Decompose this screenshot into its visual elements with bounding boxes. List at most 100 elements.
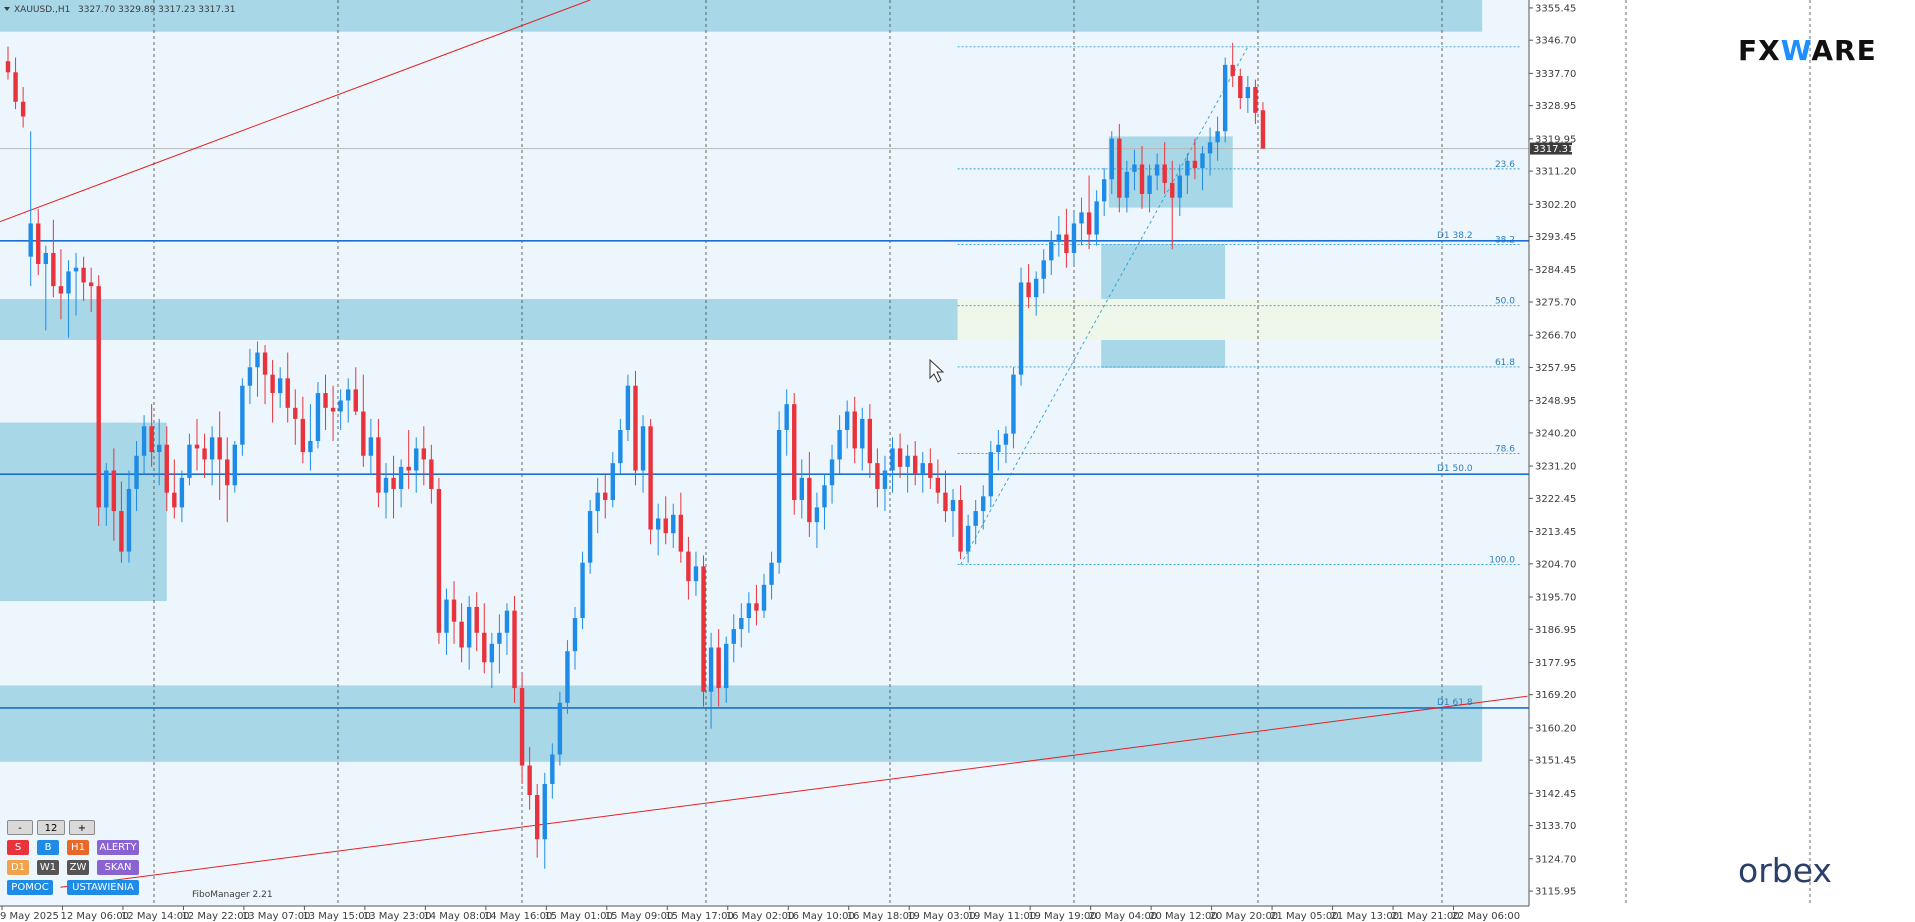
- bear-candle: [1192, 160, 1198, 169]
- period-minus-button[interactable]: -: [7, 820, 33, 835]
- y-tick-label: 3142.45: [1535, 789, 1576, 800]
- candles-layer: [5, 42, 1266, 869]
- panel-button-b[interactable]: B: [37, 840, 59, 855]
- bull-candle: [799, 477, 804, 501]
- x-tick-label: 19 May 19:00: [1028, 911, 1097, 922]
- bear-candle: [678, 514, 684, 552]
- bull-candle: [996, 444, 1001, 453]
- bull-candle: [104, 470, 109, 508]
- panel-button-zw[interactable]: ZW: [67, 860, 89, 875]
- bull-candle: [965, 525, 971, 552]
- bull-candle: [769, 562, 774, 585]
- bear-candle: [36, 223, 41, 265]
- bull-candle: [240, 385, 245, 445]
- bear-candle: [1238, 75, 1243, 99]
- bear-candle: [474, 606, 479, 633]
- period-plus-button[interactable]: +: [69, 820, 95, 835]
- orbex-logo: orbex: [1738, 851, 1832, 890]
- y-tick-label: 3328.95: [1535, 101, 1576, 112]
- bull-candle: [255, 352, 260, 368]
- zone-highlight-rect: [957, 299, 1441, 340]
- fibo-level-label: 50.0: [1495, 297, 1515, 307]
- mouse-cursor-icon: [929, 358, 945, 383]
- bull-candle: [829, 459, 835, 486]
- y-tick-label: 3177.95: [1535, 658, 1576, 669]
- bear-candle: [1117, 138, 1122, 198]
- bull-candle: [1056, 234, 1062, 242]
- bull-candle: [1132, 164, 1137, 172]
- bull-candle: [1071, 223, 1077, 253]
- bull-candle: [489, 643, 495, 663]
- bull-candle: [1018, 282, 1024, 375]
- x-tick-label: 16 May 10:00: [786, 911, 855, 922]
- bull-candle: [580, 562, 585, 619]
- bull-candle: [671, 514, 676, 534]
- bull-candle: [232, 444, 237, 486]
- bear-candle: [897, 448, 903, 467]
- bull-candle: [587, 511, 593, 563]
- y-tick-label: 3195.70: [1535, 592, 1576, 603]
- fxware-logo: FXWARE: [1738, 34, 1877, 67]
- y-tick-label: 3151.45: [1535, 756, 1576, 767]
- x-tick-label: 13 May 07:00: [242, 911, 311, 922]
- y-tick-label: 3319.95: [1535, 134, 1576, 145]
- bull-candle: [1215, 131, 1220, 143]
- bear-candle: [293, 407, 298, 419]
- bear-candle: [217, 437, 222, 460]
- period-value-field[interactable]: 12: [37, 820, 65, 835]
- bull-candle: [368, 437, 374, 456]
- bear-candle: [421, 448, 426, 460]
- y-tick-label: 3355.45: [1535, 3, 1576, 14]
- symbol-label: XAUUSD.,H1: [14, 5, 70, 15]
- level-label: D1 38.2: [1437, 231, 1473, 241]
- bull-candle: [610, 463, 615, 501]
- bear-candle: [686, 551, 691, 582]
- x-tick-label: 16 May 02:00: [726, 911, 795, 922]
- x-tick-label: 15 May 09:00: [605, 911, 674, 922]
- bull-candle: [1177, 175, 1182, 198]
- y-tick-label: 3240.20: [1535, 428, 1576, 439]
- bull-candle: [572, 618, 578, 652]
- panel-button-pomoc[interactable]: POMOC: [7, 880, 53, 895]
- bear-candle: [285, 378, 290, 408]
- bull-candle: [731, 629, 736, 644]
- triangle-down-icon[interactable]: [4, 7, 10, 11]
- bull-candle: [565, 651, 570, 703]
- panel-button-h1[interactable]: H1: [67, 840, 89, 855]
- bull-candle: [504, 610, 510, 633]
- panel-button-s[interactable]: S: [7, 840, 29, 855]
- bull-candle: [179, 477, 185, 508]
- zone-rect: [0, 685, 1483, 762]
- zone-rect: [0, 422, 167, 602]
- bull-candle: [950, 500, 956, 512]
- axes-layer: 3355.45 3346.70 3337.70 3328.95 3319.95 3311.…: [0, 0, 1576, 922]
- bull-candle: [141, 426, 147, 456]
- panel-button-skan[interactable]: SKAN: [97, 860, 139, 875]
- bear-candle: [482, 632, 487, 663]
- bull-candle: [724, 643, 729, 689]
- bull-candle: [1094, 201, 1099, 235]
- bull-candle: [1033, 278, 1039, 298]
- bull-candle: [1049, 241, 1054, 261]
- bear-candle: [361, 411, 366, 456]
- x-tick-label: 13 May 15:00: [302, 911, 371, 922]
- bull-candle: [746, 603, 752, 619]
- fibo-level-label: 61.8: [1495, 358, 1515, 368]
- bull-candle: [383, 477, 389, 493]
- panel-button-alerty[interactable]: ALERTY: [97, 840, 139, 855]
- bear-candle: [330, 407, 336, 412]
- x-tick-label: 15 May 17:00: [665, 911, 734, 922]
- bear-candle: [451, 599, 457, 622]
- panel-button-w1[interactable]: W1: [37, 860, 59, 875]
- y-tick-label: 3133.70: [1535, 821, 1576, 832]
- bear-candle: [5, 61, 11, 73]
- panel-button-d1[interactable]: D1: [7, 860, 29, 875]
- bull-candle: [277, 378, 283, 394]
- bear-candle: [1064, 234, 1069, 253]
- y-tick-label: 3337.70: [1535, 69, 1576, 80]
- bear-candle: [807, 477, 812, 523]
- panel-button-ustawienia[interactable]: USTAWIENIA: [67, 880, 139, 895]
- bull-candle: [640, 426, 646, 471]
- bull-candle: [187, 444, 192, 478]
